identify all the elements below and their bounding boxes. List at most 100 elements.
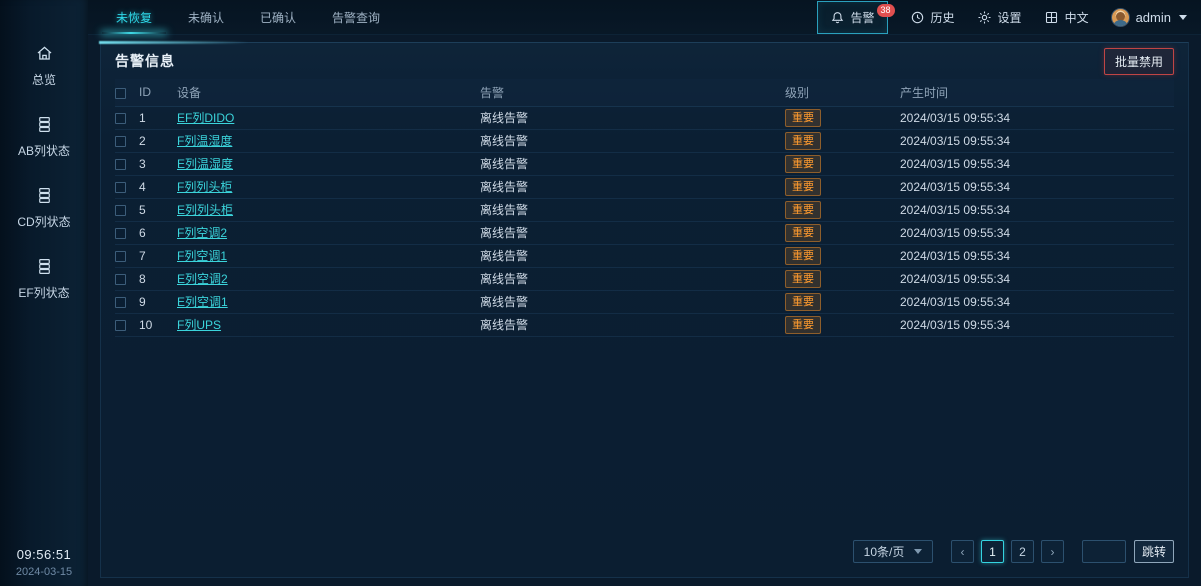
prev-page-button[interactable]: ‹ [951, 540, 974, 563]
sidebar-item[interactable]: CD列状态 [17, 186, 71, 230]
level-badge: 重要 [785, 177, 821, 196]
history-button[interactable]: 历史 [910, 9, 955, 26]
settings-label: 设置 [997, 10, 1022, 25]
row-alarm: 离线告警 [480, 244, 785, 268]
device-link[interactable]: E列温湿度 [177, 157, 234, 171]
row-checkbox[interactable] [115, 296, 126, 308]
row-checkbox[interactable] [115, 204, 126, 216]
alarm-count-badge: 38 [876, 3, 895, 17]
main-column: 未恢复 未确认 已确认 告警查询 告警 38 历史 [88, 0, 1201, 586]
clock-date: 2024-03-15 [15, 566, 73, 578]
device-link[interactable]: F列列头柜 [177, 180, 233, 194]
row-id: 7 [139, 244, 177, 268]
chevron-down-icon [1179, 14, 1187, 20]
home-icon [35, 44, 54, 66]
row-time: 2024/03/15 09:55:34 [900, 244, 1174, 268]
row-id: 8 [139, 267, 177, 291]
level-badge: 重要 [785, 292, 821, 311]
alarm-table: ID 设备 告警 级别 产生时间 1 EF列DIDO 离线告警 重要 2024/03/1… [115, 79, 1174, 337]
row-time: 2024/03/15 09:55:34 [900, 221, 1174, 245]
page-jump-button[interactable]: 跳转 [1134, 540, 1174, 563]
sidebar-item-label: EF列状态 [18, 286, 70, 300]
row-time: 2024/03/15 09:55:34 [900, 175, 1174, 199]
device-link[interactable]: EF列DIDO [177, 111, 235, 125]
table-row: 6 F列空调2 离线告警 重要 2024/03/15 09:55:34 [115, 221, 1174, 245]
device-link[interactable]: E列空调2 [177, 272, 228, 286]
next-page-button[interactable]: › [1041, 540, 1064, 563]
row-time: 2024/03/15 09:55:34 [900, 313, 1174, 337]
row-time: 2024/03/15 09:55:34 [900, 129, 1174, 153]
level-badge: 重要 [785, 131, 821, 150]
row-alarm: 离线告警 [480, 267, 785, 291]
select-all-checkbox[interactable] [115, 87, 126, 99]
col-id: ID [139, 79, 177, 107]
row-id: 9 [139, 290, 177, 314]
page-number-button[interactable]: 1 [981, 540, 1004, 563]
row-alarm: 离线告警 [480, 198, 785, 222]
history-label: 历史 [930, 10, 955, 25]
device-link[interactable]: E列空调1 [177, 295, 228, 309]
alarm-table-wrap: ID 设备 告警 级别 产生时间 1 EF列DIDO 离线告警 重要 2024/03/1… [101, 79, 1188, 337]
row-checkbox[interactable] [115, 319, 126, 331]
device-link[interactable]: F列温湿度 [177, 134, 233, 148]
rack-icon [35, 186, 54, 208]
row-id: 3 [139, 152, 177, 176]
page-jump-input[interactable] [1082, 540, 1126, 563]
row-time: 2024/03/15 09:55:34 [900, 290, 1174, 314]
table-row: 9 E列空调1 离线告警 重要 2024/03/15 09:55:34 [115, 290, 1174, 314]
language-grid-icon [1045, 11, 1057, 23]
sidebar-item[interactable]: 总览 [17, 44, 70, 88]
topbar-tab[interactable]: 告警查询 [332, 10, 381, 25]
device-link[interactable]: E列列头柜 [177, 203, 234, 217]
page-size-value: 10条/页 [863, 545, 905, 559]
row-id: 10 [139, 313, 177, 337]
sidebar-item-label: AB列状态 [17, 144, 70, 158]
topbar-tab[interactable]: 未确认 [188, 10, 225, 25]
sidebar-item-label: CD列状态 [17, 215, 71, 229]
table-row: 3 E列温湿度 离线告警 重要 2024/03/15 09:55:34 [115, 152, 1174, 176]
bell-icon [831, 11, 843, 23]
alarm-table-body: 1 EF列DIDO 离线告警 重要 2024/03/15 09:55:34 2 F列温湿度离… [115, 106, 1174, 337]
user-menu[interactable]: admin [1110, 7, 1187, 27]
page-size-select[interactable]: 10条/页 [853, 540, 933, 563]
device-link[interactable]: F列空调1 [177, 249, 228, 263]
batch-disable-button[interactable]: 批量禁用 [1103, 47, 1174, 75]
device-link[interactable]: F列UPS [177, 318, 222, 332]
user-avatar [1110, 7, 1130, 27]
device-link[interactable]: F列空调2 [177, 226, 228, 240]
alarm-label: 告警 [850, 10, 875, 25]
sidebar-item[interactable]: EF列状态 [17, 257, 70, 301]
table-header-row: ID 设备 告警 级别 产生时间 [115, 79, 1174, 107]
row-checkbox[interactable] [115, 181, 126, 193]
page-number-button[interactable]: 2 [1011, 540, 1034, 563]
topbar-tab[interactable]: 未恢复 [98, 0, 170, 34]
row-checkbox[interactable] [115, 273, 126, 285]
settings-button[interactable]: 设置 [977, 9, 1022, 26]
sidebar-item-label: 总览 [31, 73, 56, 87]
alarm-button[interactable]: 告警 38 [816, 0, 895, 34]
level-badge: 重要 [785, 269, 821, 288]
level-badge: 重要 [785, 246, 821, 265]
row-alarm: 离线告警 [480, 106, 785, 130]
row-id: 4 [139, 175, 177, 199]
row-checkbox[interactable] [115, 250, 126, 262]
row-id: 6 [139, 221, 177, 245]
row-time: 2024/03/15 09:55:34 [900, 267, 1174, 291]
row-id: 1 [139, 106, 177, 130]
level-badge: 重要 [785, 315, 821, 334]
row-checkbox[interactable] [115, 158, 126, 170]
table-row: 5 E列列头柜 离线告警 重要 2024/03/15 09:55:34 [115, 198, 1174, 222]
topbar-tab[interactable]: 已确认 [260, 10, 297, 25]
row-checkbox[interactable] [115, 227, 126, 239]
row-alarm: 离线告警 [480, 129, 785, 153]
sidebar-item[interactable]: AB列状态 [17, 115, 70, 159]
row-checkbox[interactable] [115, 112, 126, 124]
language-button[interactable]: 中文 [1044, 9, 1089, 26]
row-checkbox[interactable] [115, 135, 126, 147]
level-badge: 重要 [785, 154, 821, 173]
sidebar-clock: 09:56:51 2024-03-15 [0, 547, 88, 578]
row-alarm: 离线告警 [480, 221, 785, 245]
